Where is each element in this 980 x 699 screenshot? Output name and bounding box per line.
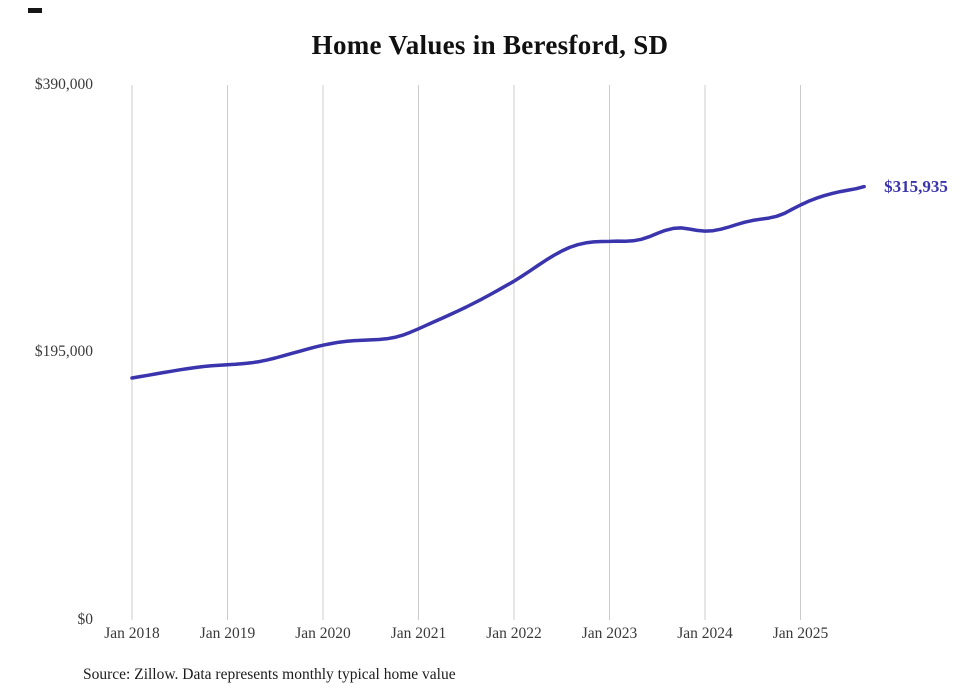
x-axis-tick: Jan 2022 [486, 625, 542, 642]
x-axis-tick: Jan 2019 [199, 625, 256, 642]
y-axis-tick-390000: $390,000 [34, 76, 93, 93]
x-axis-tick: Jan 2021 [390, 625, 447, 642]
x-axis-tick: Jan 2023 [581, 625, 638, 642]
x-axis-tick: Jan 2025 [772, 625, 829, 642]
x-axis-tick: Jan 2024 [677, 625, 733, 642]
chart-title: Home Values in Beresford, SD [311, 30, 669, 60]
x-axis-tick: Jan 2020 [295, 625, 351, 642]
latest-value-label: $315,935 [884, 176, 948, 196]
home-value-line [130, 184, 866, 380]
y-axis-tick-195000: $195,000 [34, 343, 93, 360]
dash-mark [28, 8, 42, 13]
x-axis-labels: Jan 2018 Jan 2019 Jan 2020 Jan 2021 Jan 2022… [0, 625, 980, 647]
y-axis-tick-0: $0 [77, 611, 94, 628]
source-note: Source: Zillow. Data represents monthly … [83, 666, 456, 683]
gridlines [131, 85, 801, 620]
x-axis-tick: Jan 2018 [104, 625, 160, 642]
